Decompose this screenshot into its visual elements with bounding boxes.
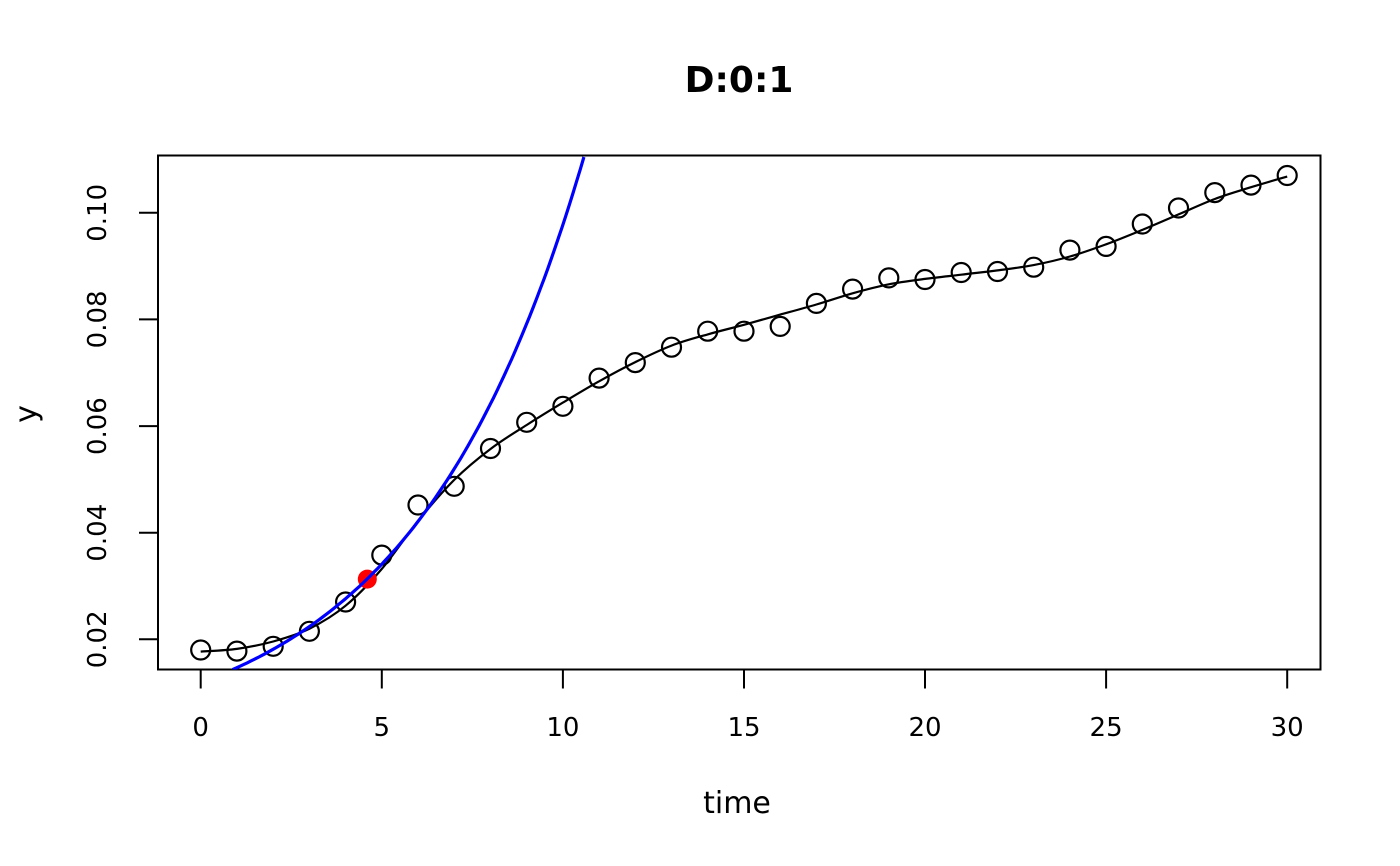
data-point <box>1059 239 1081 261</box>
y-tick-label: 0.02 <box>83 610 113 668</box>
x-axis-label: time <box>703 786 771 821</box>
data-point <box>950 261 972 284</box>
x-tick-label: 5 <box>374 713 391 743</box>
data-point <box>1240 174 1262 196</box>
x-tick-label: 30 <box>1271 713 1304 743</box>
data-point <box>697 320 719 342</box>
data-point <box>660 336 683 358</box>
x-tick-label: 25 <box>1090 713 1123 743</box>
plot-area: 0 5 10 15 20 25 30 0.02 0.04 0.06 0.08 0.10 <box>83 154 1322 743</box>
fitted-curve-line <box>200 175 1288 653</box>
data-point <box>226 640 248 662</box>
x-tick-label: 20 <box>908 713 941 743</box>
chart-title: D:0:1 <box>685 60 794 101</box>
data-point <box>479 437 502 460</box>
plot-box <box>157 154 1322 671</box>
data-point <box>516 411 538 433</box>
exponential-curve-line <box>231 156 586 670</box>
y-axis-label: y <box>9 405 44 423</box>
data-point <box>190 639 212 661</box>
data-point <box>1023 256 1045 278</box>
data-point <box>769 315 791 337</box>
data-point <box>1131 213 1153 235</box>
data-point <box>986 260 1009 283</box>
y-tick-label: 0.10 <box>83 184 113 242</box>
x-tick-label: 10 <box>546 713 579 743</box>
x-tick-label: 0 <box>192 713 209 743</box>
data-point <box>1204 182 1226 204</box>
y-tick-label: 0.04 <box>83 504 113 562</box>
y-tick-label: 0.08 <box>83 290 113 348</box>
data-point <box>1095 235 1117 257</box>
data-point <box>878 267 900 289</box>
x-tick-label: 15 <box>727 713 760 743</box>
data-point <box>588 367 610 389</box>
data-point <box>805 292 828 314</box>
data-point <box>1167 197 1190 219</box>
data-point <box>624 352 646 374</box>
y-tick-label: 0.06 <box>83 397 113 455</box>
data-point <box>335 591 357 613</box>
data-point <box>552 395 574 417</box>
data-point <box>914 268 936 291</box>
data-point <box>841 278 864 300</box>
data-point <box>407 494 429 516</box>
data-point <box>1276 164 1298 187</box>
data-point <box>733 320 755 342</box>
data-point <box>262 635 284 657</box>
